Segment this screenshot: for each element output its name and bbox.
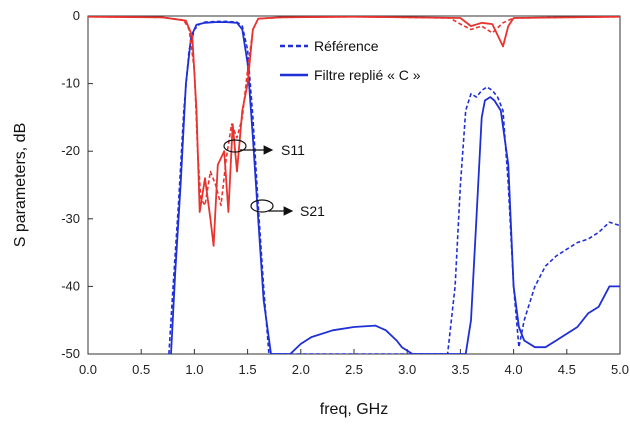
x-tick-label: 3.5 bbox=[451, 362, 469, 377]
s11-label: S11 bbox=[281, 142, 305, 158]
x-tick-label: 2.0 bbox=[292, 362, 310, 377]
y-tick-label: 0 bbox=[73, 8, 80, 23]
annotations: S11 S21 bbox=[223, 139, 325, 219]
s11-marker-ellipse bbox=[223, 139, 247, 153]
x-tick-label: 4.0 bbox=[505, 362, 523, 377]
legend-label-filtre: Filtre replié « C » bbox=[314, 67, 421, 83]
y-axis-label: S parameters, dB bbox=[12, 123, 29, 248]
x-tick-label: 4.5 bbox=[558, 362, 576, 377]
axis-ticks: 0.0 0.5 1.0 1.5 2.0 2.5 3.0 3.5 4.0 4.5 5.0 0 -10 -20… bbox=[61, 8, 629, 377]
legend-label-reference: Référence bbox=[314, 38, 379, 54]
s21-label: S21 bbox=[300, 203, 325, 219]
x-axis-label: freq, GHz bbox=[320, 401, 388, 418]
y-tick-label: -50 bbox=[61, 346, 80, 361]
x-tick-label: 5.0 bbox=[611, 362, 629, 377]
series-line-1 bbox=[170, 21, 620, 354]
s21-marker-ellipse bbox=[250, 199, 274, 213]
x-tick-label: 0.0 bbox=[79, 362, 97, 377]
legend: Référence Filtre replié « C » bbox=[280, 38, 421, 83]
y-tick-label: -10 bbox=[61, 76, 80, 91]
y-tick-label: -30 bbox=[61, 211, 80, 226]
x-tick-label: 2.5 bbox=[345, 362, 363, 377]
y-tick-label: -20 bbox=[61, 143, 80, 158]
x-tick-label: 0.5 bbox=[132, 362, 150, 377]
x-tick-label: 3.0 bbox=[398, 362, 416, 377]
x-tick-label: 1.0 bbox=[185, 362, 203, 377]
x-tick-label: 1.5 bbox=[239, 362, 257, 377]
series-line-2 bbox=[88, 16, 620, 207]
y-tick-label: -40 bbox=[61, 278, 80, 293]
